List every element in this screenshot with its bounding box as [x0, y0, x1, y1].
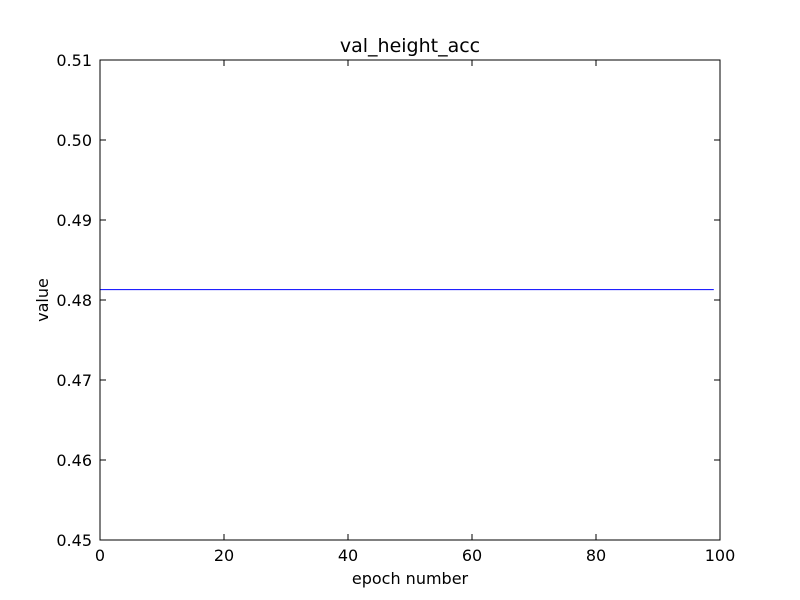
y-tick-label-6: 0.51 — [56, 51, 92, 70]
y-axis-label: value — [33, 278, 52, 322]
x-tick-label-4: 80 — [586, 546, 606, 565]
x-tick-label-0: 0 — [95, 546, 105, 565]
x-tick-label-5: 100 — [705, 546, 736, 565]
y-tick-label-1: 0.46 — [56, 451, 92, 470]
plot-frame — [99, 59, 721, 541]
y-tick-label-4: 0.49 — [56, 211, 92, 230]
y-tick-label-0: 0.45 — [56, 531, 92, 550]
x-axis-label: epoch number — [352, 569, 469, 588]
tick-layer: 0 20 40 60 80 100 0.45 0.46 0.47 0.48 0.49 0.50 0.51 — [56, 51, 735, 565]
chart-title: val_height_acc — [340, 35, 480, 57]
y-tick-label-3: 0.48 — [56, 291, 92, 310]
x-tick-label-1: 20 — [214, 546, 234, 565]
y-tick-label-5: 0.50 — [56, 131, 92, 150]
y-tick-label-2: 0.47 — [56, 371, 92, 390]
x-tick-label-3: 60 — [462, 546, 482, 565]
x-tick-label-2: 40 — [338, 546, 358, 565]
